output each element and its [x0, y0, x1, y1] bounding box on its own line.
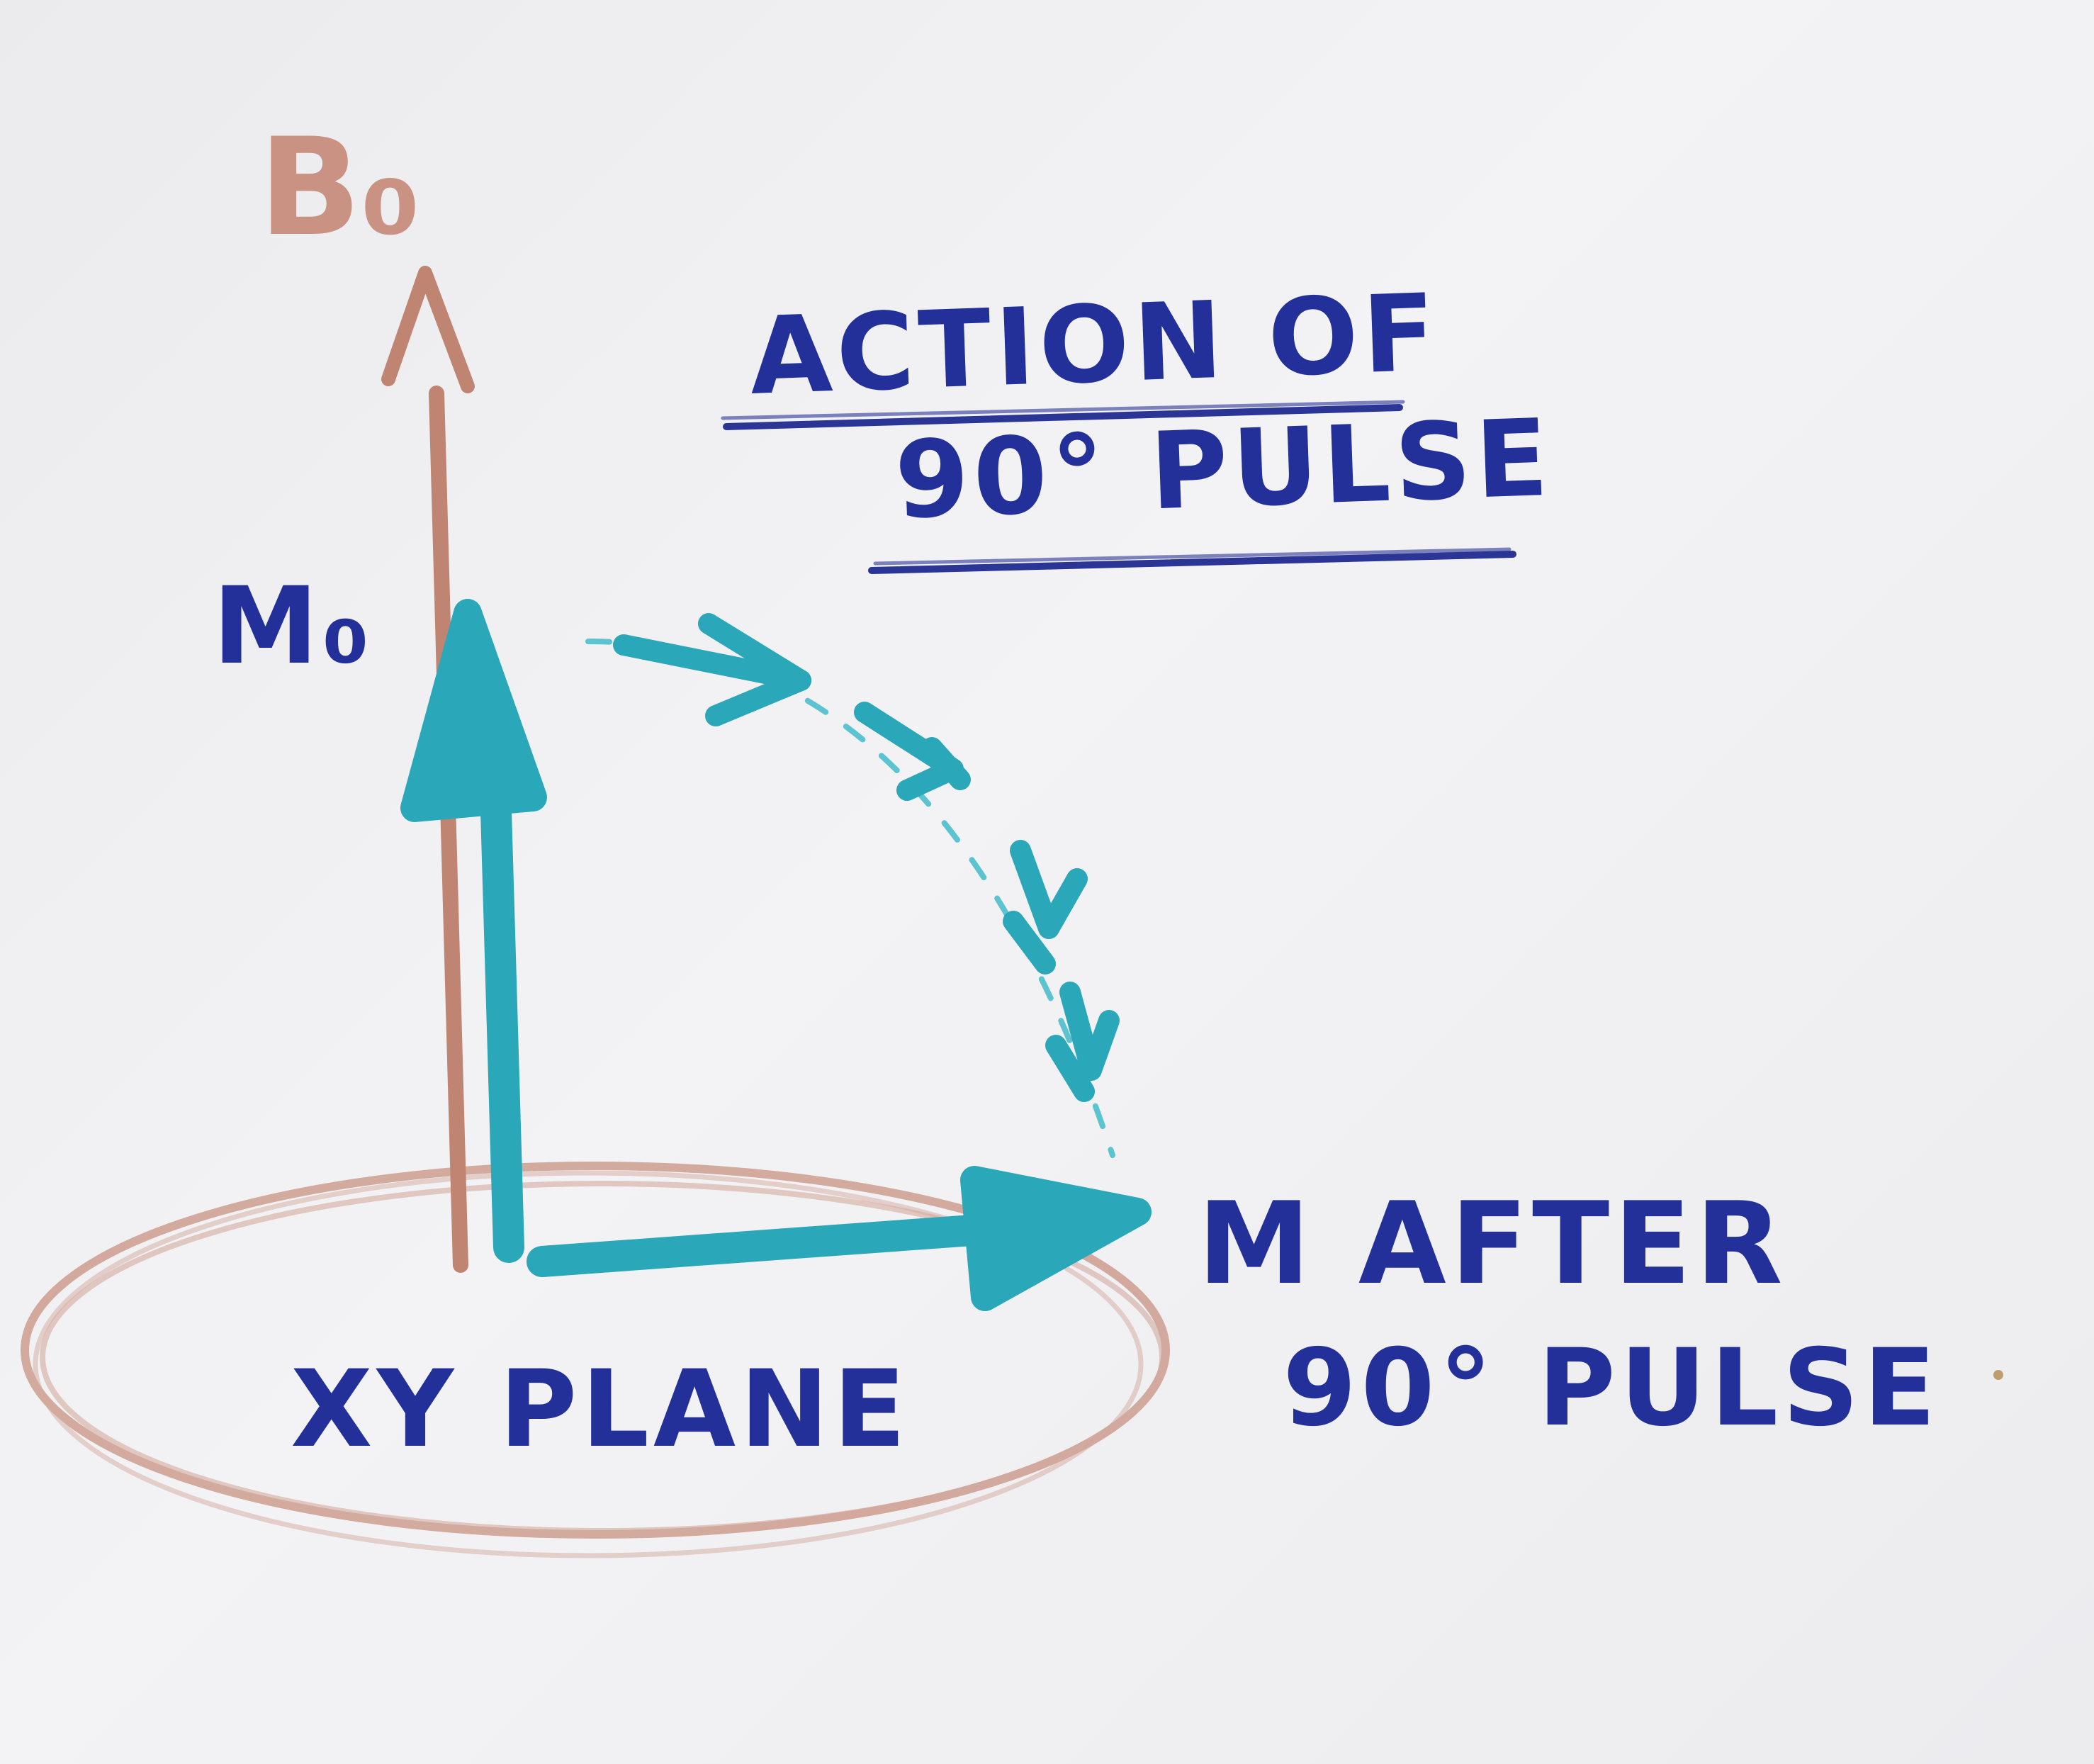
paper-speck: [1993, 1370, 2003, 1380]
xy-plane-label: XY PLANE: [291, 1348, 910, 1471]
rotation-arc-arrows: [585, 613, 1120, 1158]
m-after-label-line-2: 90° PULSE: [1283, 1327, 1940, 1450]
m-after-vector-arrow: [527, 1166, 1152, 1311]
m0-label: M₀: [213, 565, 373, 688]
b0-axis-arrow: [381, 266, 475, 1273]
m0-vector-arrow: [400, 599, 547, 1263]
title-underlines: [721, 400, 1516, 574]
xy-plane-ellipse: [21, 1162, 1170, 1558]
b0-label: B₀: [259, 109, 420, 266]
title-line-1: ACTION OF: [748, 271, 1441, 419]
title-line-2: 90° PULSE: [893, 397, 1554, 543]
m-after-label-line-1: M AFTER: [1198, 1177, 1787, 1310]
